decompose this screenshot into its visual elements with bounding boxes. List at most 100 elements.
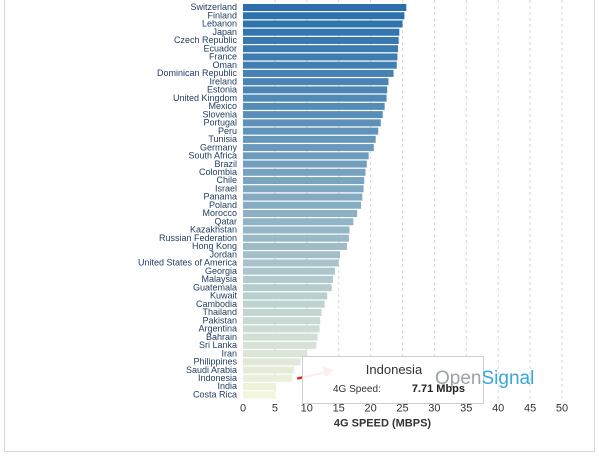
category-label-0: Switzerland (190, 2, 237, 12)
bar-19 (243, 160, 367, 168)
category-label-46: India (217, 381, 237, 391)
category-label-34: Guatemala (193, 282, 237, 292)
category-label-19: Brazil (214, 159, 237, 169)
bar-8 (243, 69, 394, 77)
bar-42 (243, 350, 307, 358)
bar-18 (243, 152, 369, 160)
bar-20 (243, 168, 366, 176)
bar-14 (243, 119, 381, 127)
bar-44 (243, 366, 295, 374)
bar-11 (243, 94, 387, 102)
bar-40 (243, 333, 318, 341)
bar-10 (243, 86, 388, 94)
bars (243, 4, 407, 399)
bar-12 (243, 102, 385, 110)
x-tick-30: 30 (428, 403, 440, 415)
bar-21 (243, 177, 365, 185)
category-label-21: Chile (216, 175, 237, 185)
logo-part-open: Open (435, 368, 482, 389)
bar-46 (243, 383, 277, 391)
category-label-26: Qatar (214, 216, 237, 226)
category-label-25: Morocco (202, 208, 237, 218)
category-label-23: Panama (203, 192, 237, 202)
category-label-4: Czech Republic (174, 35, 238, 45)
bar-31 (243, 259, 339, 267)
bar-30 (243, 251, 340, 259)
bar-28 (243, 234, 349, 242)
bar-6 (243, 53, 398, 61)
bar-5 (243, 45, 399, 53)
bar-0 (243, 4, 407, 11)
opensignal-logo: OpenSignal (435, 368, 534, 390)
category-label-47: Costa Rica (193, 389, 237, 399)
category-label-45: Indonesia (198, 373, 237, 383)
category-label-44: Saudi Arabia (186, 365, 237, 375)
category-label-9: Ireland (209, 76, 237, 86)
x-tick-35: 35 (460, 403, 472, 415)
bar-9 (243, 78, 389, 86)
category-label-33: Malaysia (201, 274, 237, 284)
category-label-42: Iran (221, 348, 237, 358)
tooltip-label: 4G Speed: (333, 384, 381, 395)
category-label-32: Georgia (205, 266, 237, 276)
bar-34 (243, 284, 332, 292)
bar-39 (243, 325, 320, 333)
bar-37 (243, 308, 322, 316)
category-label-40: Bahrain (206, 332, 237, 342)
category-label-38: Pakistan (202, 315, 237, 325)
bar-7 (243, 61, 397, 69)
bar-32 (243, 267, 335, 275)
category-label-22: Israel (215, 183, 237, 193)
tooltip: Indonesia 4G Speed: 7.71 Mbps (302, 356, 484, 404)
category-label-36: Cambodia (196, 299, 237, 309)
bar-41 (243, 341, 317, 349)
category-label-20: Colombia (199, 167, 237, 177)
bar-16 (243, 135, 376, 143)
bar-29 (243, 242, 347, 250)
category-label-15: Peru (218, 126, 237, 136)
tooltip-title: Indonesia (365, 362, 423, 377)
category-label-3: Japan (212, 27, 237, 37)
bar-25 (243, 210, 358, 217)
x-tick-10: 10 (301, 403, 313, 415)
category-label-6: France (209, 52, 237, 62)
category-label-11: United Kingdom (173, 93, 237, 103)
bar-24 (243, 201, 362, 209)
bar-3 (243, 28, 400, 36)
bar-36 (243, 300, 325, 308)
category-label-37: Thailand (202, 307, 237, 317)
category-label-18: South Africa (188, 151, 237, 161)
logo-part-signal: Signal (481, 368, 535, 389)
bar-38 (243, 317, 321, 325)
bar-27 (243, 226, 350, 234)
x-tick-20: 20 (364, 403, 376, 415)
category-label-14: Portugal (203, 118, 237, 128)
category-label-2: Lebanon (202, 19, 237, 29)
category-label-35: Kuwait (210, 291, 238, 301)
x-tick-0: 0 (240, 403, 246, 415)
bar-22 (243, 185, 364, 193)
category-label-39: Argentina (198, 324, 237, 334)
bar-35 (243, 292, 328, 300)
x-tick-50: 50 (556, 403, 568, 415)
x-tick-labels: 0 5 10 15 20 25 30 35 40 45 50 (240, 403, 568, 415)
category-label-30: Jordan (209, 249, 237, 259)
bar-43 (243, 358, 301, 366)
bar-33 (243, 275, 333, 283)
category-label-41: Sri Lanka (199, 340, 237, 350)
category-label-43: Philippines (193, 357, 237, 367)
category-label-8: Dominican Republic (157, 68, 238, 78)
bar-26 (243, 218, 354, 226)
x-tick-15: 15 (333, 403, 345, 415)
bar-47 (243, 391, 276, 399)
bar-4 (243, 36, 399, 44)
category-label-31: United States of America (138, 258, 237, 268)
x-tick-5: 5 (272, 403, 278, 415)
bar-2 (243, 20, 403, 28)
bar-13 (243, 111, 383, 119)
x-axis-title: 4G SPEED (MBPS) (334, 418, 432, 430)
category-label-1: Finland (207, 10, 237, 20)
category-label-10: Estonia (207, 85, 237, 95)
